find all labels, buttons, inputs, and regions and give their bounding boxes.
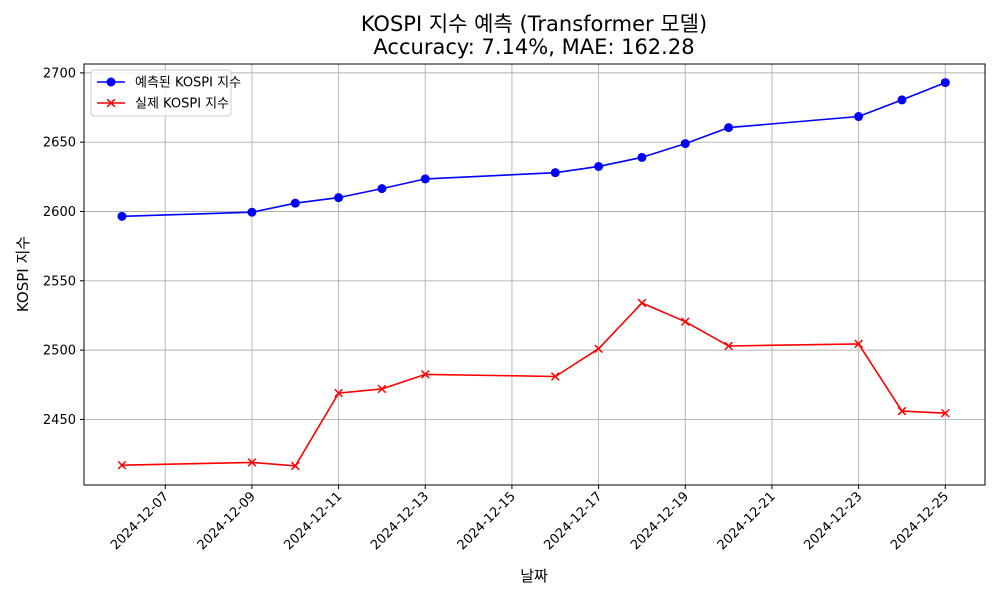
x-tick-label: 2024-12-15 [455, 489, 519, 553]
y-axis-label: KOSPI 지수 [14, 236, 32, 312]
data-point [247, 458, 257, 467]
data-point [594, 344, 603, 354]
x-tick-label: 2024-12-21 [715, 489, 779, 553]
data-point [680, 139, 690, 149]
data-point [117, 211, 127, 221]
y-tick-label: 2650 [43, 136, 76, 151]
data-point [420, 174, 430, 184]
legend-marker [106, 98, 116, 108]
x-tick-label: 2024-12-07 [108, 489, 172, 553]
x-tick-label: 2024-12-11 [281, 489, 345, 553]
series-line [121, 302, 946, 467]
y-tick-label: 2450 [43, 413, 76, 428]
x-tick-label: 2024-12-25 [888, 489, 952, 553]
legend-entry: 실제 KOSPI 지수 [97, 97, 229, 112]
data-point [854, 112, 864, 122]
data-point [940, 408, 950, 418]
y-tick-label: 2700 [43, 66, 76, 81]
grid-layer [84, 64, 985, 485]
data-point [854, 339, 863, 349]
data-point [940, 78, 950, 88]
data-point [334, 193, 344, 203]
data-point [550, 168, 560, 178]
plot-area-frame [83, 63, 986, 486]
chart-title: KOSPI 지수 예측 (Transformer 모델) [361, 12, 707, 36]
x-tick-label: 2024-12-09 [195, 489, 259, 553]
data-point [290, 198, 300, 208]
data-point [637, 152, 647, 162]
x-tick-label: 2024-12-23 [801, 489, 865, 553]
tick-layer: 2024-12-07 2024-12-09 2024-12-11 2024-12-13… [43, 66, 952, 553]
series-2 [117, 298, 950, 471]
data-point [594, 161, 604, 171]
legend-label: 예측된 KOSPI 지수 [135, 76, 241, 91]
data-point [334, 388, 343, 398]
legend-marker [106, 77, 116, 87]
series-layer [117, 78, 950, 471]
legend-box [90, 69, 232, 117]
x-tick-label: 2024-12-19 [628, 489, 692, 553]
data-point [897, 406, 907, 416]
data-point [290, 461, 300, 471]
data-point [680, 317, 690, 327]
chart-subtitle: Accuracy: 7.14%, MAE: 162.28 [373, 35, 694, 59]
series-1 [117, 78, 950, 221]
data-point [550, 372, 560, 381]
data-point [724, 341, 733, 351]
y-tick-label: 2600 [43, 205, 76, 220]
data-point [724, 123, 734, 133]
series-line [121, 81, 946, 218]
x-tick-label: 2024-12-13 [368, 489, 432, 553]
data-point [377, 184, 387, 194]
data-point [247, 207, 257, 217]
legend-label: 실제 KOSPI 지수 [135, 97, 229, 112]
data-point [117, 460, 127, 470]
data-point [637, 298, 647, 308]
data-point [420, 370, 430, 379]
x-axis-label: 날짜 [520, 567, 548, 585]
data-point [897, 95, 907, 105]
legend-entry: 예측된 KOSPI 지수 [97, 76, 241, 91]
y-tick-label: 2550 [43, 274, 76, 289]
y-tick-label: 2500 [43, 344, 76, 359]
data-point [377, 384, 387, 394]
x-tick-label: 2024-12-17 [541, 489, 605, 553]
